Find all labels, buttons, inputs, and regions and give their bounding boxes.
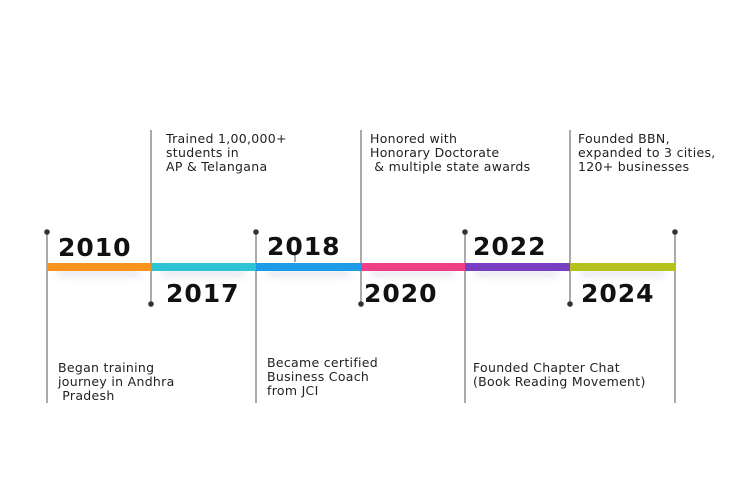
connector-dot-2022 bbox=[462, 229, 468, 235]
segment-shadow-2022 bbox=[475, 270, 560, 276]
connector-dot-2020 bbox=[358, 301, 364, 307]
year-label-2018: 2018 bbox=[267, 232, 341, 261]
timeline-segment-2020 bbox=[361, 263, 465, 271]
year-label-2024: 2024 bbox=[581, 279, 655, 308]
year-label-2017: 2017 bbox=[166, 279, 240, 308]
milestone-caption-2010: Began training journey in Andhra Pradesh bbox=[58, 360, 175, 403]
segment-shadow-2010 bbox=[57, 270, 141, 276]
year-label-2022: 2022 bbox=[473, 232, 547, 261]
connector-dot-2010 bbox=[44, 229, 50, 235]
timeline-segment-2017 bbox=[151, 263, 256, 271]
timeline-segment-2022 bbox=[465, 263, 570, 271]
timeline-segment-2018 bbox=[256, 263, 361, 271]
timeline-segment-2024 bbox=[570, 263, 675, 271]
year-label-2020: 2020 bbox=[364, 279, 438, 308]
connector-dot-end bbox=[672, 229, 678, 235]
segment-shadow-2024 bbox=[580, 270, 665, 276]
segment-shadow-2020 bbox=[371, 270, 455, 276]
segment-shadow-2018 bbox=[266, 270, 351, 276]
milestone-caption-2020: Honored with Honorary Doctorate & multip… bbox=[370, 131, 531, 174]
connector-dot-2018 bbox=[253, 229, 259, 235]
milestone-caption-2024: Founded BBN, expanded to 3 cities, 120+ … bbox=[578, 131, 716, 174]
milestone-caption-2022: Founded Chapter Chat (Book Reading Movem… bbox=[473, 360, 646, 389]
milestone-caption-2017: Trained 1,00,000+ students in AP & Telan… bbox=[166, 131, 287, 174]
connector-dot-2024 bbox=[567, 301, 573, 307]
milestone-caption-2018: Became certified Business Coach from JCI bbox=[267, 355, 379, 398]
year-label-2010: 2010 bbox=[58, 233, 132, 262]
connector-dot-2017 bbox=[148, 301, 154, 307]
segment-shadow-2017 bbox=[161, 270, 246, 276]
timeline-segment-2010 bbox=[47, 263, 151, 271]
